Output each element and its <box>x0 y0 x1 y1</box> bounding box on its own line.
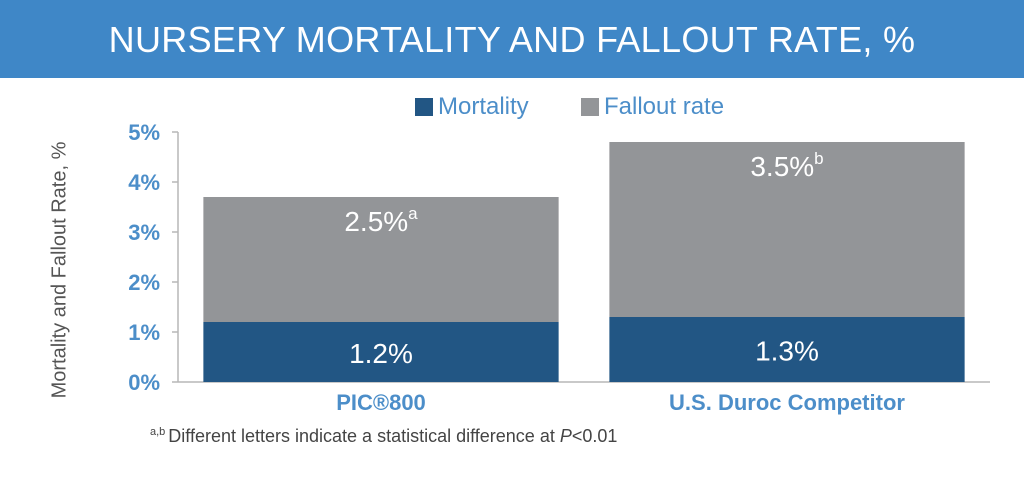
footnote-p-value: <0.01 <box>571 426 618 446</box>
y-tick-label: 0% <box>128 370 160 395</box>
y-tick-label: 2% <box>128 270 160 295</box>
y-tick-label: 4% <box>128 170 160 195</box>
legend-item-fallout: Fallout rate <box>581 93 724 121</box>
y-tick-label: 3% <box>128 220 160 245</box>
footnote: a,b Different letters indicate a statisti… <box>150 426 617 447</box>
bar-segment-mortality <box>609 317 965 382</box>
x-tick-label: PIC®800 <box>336 390 426 415</box>
chart-title: NURSERY MORTALITY AND FALLOUT RATE, % <box>108 19 916 60</box>
legend-swatch-fallout <box>581 98 599 116</box>
data-label: 1.2% <box>349 338 413 369</box>
bar-segment-fallout <box>203 197 559 322</box>
title-bar: NURSERY MORTALITY AND FALLOUT RATE, % <box>0 0 1024 78</box>
data-label: 3.5%b <box>750 149 823 182</box>
data-label: 2.5%a <box>344 204 418 237</box>
y-tick-label: 1% <box>128 320 160 345</box>
legend-label-mortality: Mortality <box>438 93 529 120</box>
footnote-superscript: a,b <box>150 426 166 438</box>
bar-segment-fallout <box>609 142 965 317</box>
legend-swatch-mortality <box>415 98 433 116</box>
legend: Mortality Fallout rate <box>0 93 1024 129</box>
bar-segment-mortality <box>203 322 559 382</box>
legend-item-mortality: Mortality <box>415 93 529 121</box>
data-label: 1.3% <box>755 336 819 367</box>
footnote-p-symbol: P <box>559 426 572 446</box>
legend-label-fallout: Fallout rate <box>604 93 725 120</box>
x-tick-label: U.S. Duroc Competitor <box>669 390 905 415</box>
footnote-text: Different letters indicate a statistical… <box>168 426 560 446</box>
y-tick-label: 5% <box>128 120 160 145</box>
